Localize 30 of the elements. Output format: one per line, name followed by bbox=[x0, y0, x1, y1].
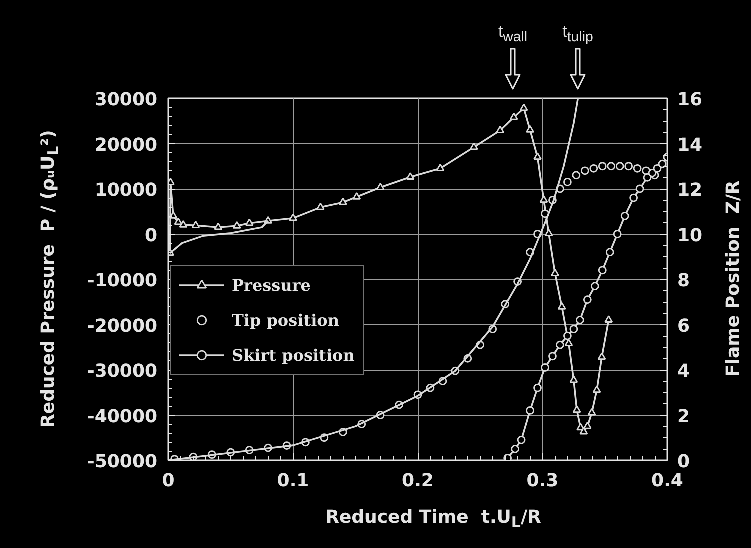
x-tick-label: 0.2 bbox=[402, 470, 434, 492]
y2-axis-title: Flame Position Z/R bbox=[722, 180, 745, 380]
y-tick-label: 30000 bbox=[94, 90, 158, 110]
text: t$_{wall}$ bbox=[497, 22, 529, 48]
y2-tick-label: 12 bbox=[678, 180, 703, 201]
y-tick-label: -10000 bbox=[87, 270, 158, 292]
legend-label: Tip position bbox=[232, 310, 340, 331]
y-tick-label: -20000 bbox=[87, 316, 158, 337]
y2-tick-label: 10 bbox=[678, 225, 703, 246]
y2-tick-label: 0 bbox=[678, 452, 690, 472]
y-tick-label: 20000 bbox=[94, 134, 158, 156]
legend-label: Pressure bbox=[232, 274, 311, 296]
x-tick-label: 0.1 bbox=[277, 470, 310, 492]
x-tick-label: 0.4 bbox=[652, 470, 684, 492]
y2-tick-label: 2 bbox=[678, 406, 690, 428]
y-tick-label: -40000 bbox=[87, 406, 158, 428]
y-tick-label: -50000 bbox=[87, 452, 158, 472]
y-tick-label: 10000 bbox=[94, 180, 158, 201]
text: t$_{tulip}$ bbox=[562, 22, 594, 48]
y-tick-label: 0 bbox=[144, 225, 158, 246]
y2-tick-label: 8 bbox=[678, 270, 690, 292]
y2-tick-label: 6 bbox=[678, 316, 690, 337]
y-tick-label: -30000 bbox=[87, 361, 158, 382]
y2-tick-label: 14 bbox=[678, 134, 703, 156]
x-axis-title: Reduced Time t.U$_{L}$/R bbox=[324, 506, 542, 534]
legend-label: Skirt position bbox=[232, 344, 355, 366]
x-tick-label: 0.3 bbox=[526, 470, 559, 492]
y2-tick-label: 4 bbox=[678, 361, 690, 382]
y2-tick-label: 16 bbox=[678, 90, 703, 110]
x-tick-label: 0 bbox=[162, 470, 175, 492]
